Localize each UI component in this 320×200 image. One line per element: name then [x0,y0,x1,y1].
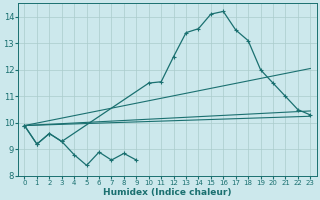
X-axis label: Humidex (Indice chaleur): Humidex (Indice chaleur) [103,188,232,197]
